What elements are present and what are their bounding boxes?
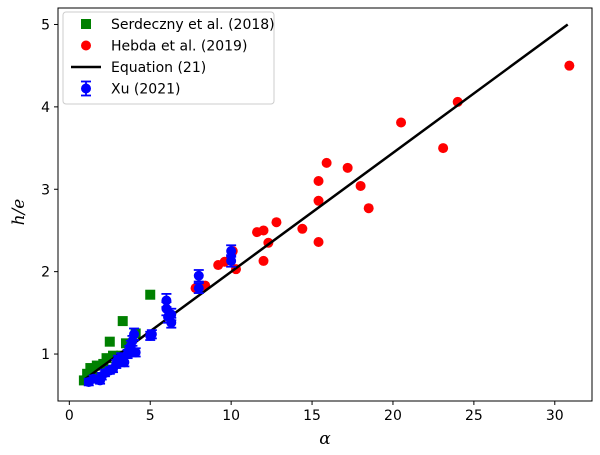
series-3 [83,244,237,388]
data-point [120,338,131,349]
data-point [129,329,140,340]
data-point [117,316,128,327]
data-point [564,60,575,71]
legend-circle-icon [81,83,91,94]
data-point [321,157,332,168]
data-point [271,217,282,228]
x-tick-label: 20 [384,408,402,424]
x-axis-ticks: 0 5 10 15 20 25 30 [65,401,564,424]
data-point [166,309,177,320]
data-point [313,176,324,187]
legend-label: Equation (21) [111,60,206,76]
x-tick-label: 25 [465,408,483,424]
data-point [355,180,366,191]
legend-box [62,11,275,105]
data-point [226,246,237,257]
legend: Serdeczny et al. (2018) Hebda et al. (201… [62,11,275,105]
data-point [101,353,112,364]
data-point [342,162,353,173]
axes-frame [57,7,593,402]
data-point [363,203,374,214]
data-point [82,368,93,379]
data-point [396,117,407,128]
y-tick-label: 2 [41,265,50,281]
data-point [78,375,89,386]
y-tick-label: 4 [41,100,50,116]
legend-label: Hebda et al. (2019) [111,39,247,55]
data-point [91,360,102,371]
y-tick-label: 3 [41,182,50,198]
data-point [145,289,156,300]
x-axis-label: α [319,429,331,449]
data-point [85,363,96,374]
data-point [313,236,324,247]
legend-square-icon [81,19,91,29]
x-tick-label: 0 [65,408,74,424]
legend-label: Serdeczny et al. (2018) [111,17,275,33]
data-point [226,255,237,266]
data-point [104,336,115,347]
y-axis-label: h/e [9,199,29,226]
legend-item: Equation (21) [71,60,206,76]
data-point [119,357,130,368]
data-point [258,255,269,266]
x-tick-label: 15 [303,408,321,424]
data-point [258,225,269,236]
data-point [297,223,308,234]
data-point [130,347,141,358]
data-point [193,270,204,281]
x-tick-label: 5 [146,408,155,424]
data-point [161,295,172,306]
legend-item: Serdeczny et al. (2018) [81,17,275,33]
y-axis-ticks: 1 2 3 4 5 [41,17,58,363]
data-point [146,329,157,340]
data-point [438,143,449,154]
plot-area [78,23,575,388]
y-tick-label: 1 [41,347,50,363]
y-tick-label: 5 [41,17,50,33]
data-point [313,195,324,206]
legend-item: Xu (2021) [81,80,180,98]
legend-item: Hebda et al. (2019) [81,39,247,55]
legend-circle-icon [81,40,91,51]
data-point [98,358,109,369]
x-tick-label: 10 [222,408,240,424]
x-tick-label: 30 [546,408,564,424]
legend-label: Xu (2021) [111,82,180,98]
data-point [193,283,204,294]
